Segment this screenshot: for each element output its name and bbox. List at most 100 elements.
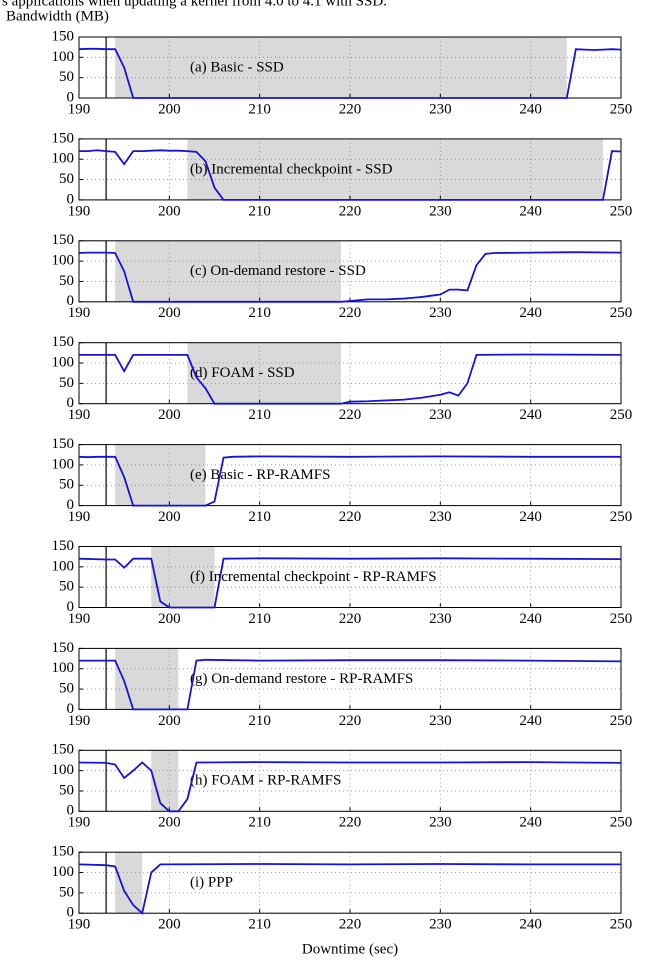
shaded-region: [115, 648, 179, 710]
x-tick-label: 240: [519, 509, 542, 525]
y-tick-label: 100: [52, 456, 75, 472]
x-tick-label: 250: [610, 917, 633, 933]
x-tick-label: 210: [248, 509, 271, 525]
x-tick-label: 240: [519, 917, 542, 933]
x-tick-label: 230: [429, 407, 452, 423]
x-tick-label: 210: [248, 305, 271, 321]
x-tick-label: 210: [248, 611, 271, 627]
data-line: [78, 863, 621, 915]
y-tick-label: 100: [52, 558, 75, 574]
y-tick-label: 0: [67, 905, 75, 921]
x-tick-label: 200: [158, 917, 181, 933]
y-tick-label: 100: [52, 354, 75, 370]
x-tick-label: 220: [339, 305, 362, 321]
x-tick-label: 230: [429, 101, 452, 117]
x-tick-label: 200: [158, 203, 181, 219]
x-tick-label: 240: [519, 305, 542, 321]
y-tick-label: 0: [67, 701, 75, 717]
plot-frame: [78, 749, 622, 812]
x-tick-label: 200: [158, 101, 181, 117]
y-tick-label: 150: [52, 232, 75, 248]
x-tick-label: 210: [248, 407, 271, 423]
x-tick-label: 200: [158, 713, 181, 729]
x-tick-label: 240: [519, 203, 542, 219]
y-tick-label: 0: [67, 497, 75, 513]
y-tick-label: 150: [52, 844, 75, 860]
x-tick-label: 220: [339, 101, 362, 117]
data-line: [78, 47, 622, 99]
plot-frame: [78, 342, 622, 405]
x-tick-label: 250: [610, 713, 633, 729]
y-tick-label: 100: [52, 864, 75, 880]
shaded-region: [115, 37, 567, 98]
y-tick-label: 0: [67, 191, 75, 207]
x-tick-label: 190: [68, 407, 91, 423]
y-tick-label: 50: [59, 375, 74, 391]
shaded-region: [115, 852, 143, 914]
x-tick-label: 190: [68, 101, 91, 117]
x-tick-label: 230: [429, 713, 452, 729]
data-line: [78, 251, 622, 303]
x-axis-label: Downtime (sec): [302, 941, 398, 957]
x-tick-label: 230: [429, 611, 452, 627]
x-tick-label: 190: [68, 917, 91, 933]
plot-frame: [78, 444, 622, 507]
panel-label: (b) Incremental checkpoint - SSD: [190, 161, 393, 177]
x-tick-label: 190: [68, 815, 91, 831]
y-tick-label: 50: [59, 477, 74, 493]
y-tick-label: 50: [59, 69, 74, 85]
y-tick-label: 0: [67, 803, 75, 819]
data-line: [78, 761, 622, 813]
x-tick-label: 250: [610, 203, 633, 219]
data-line: [79, 149, 622, 201]
y-tick-label: 150: [52, 640, 75, 656]
panel-label: (e) Basic - RP-RAMFS: [190, 467, 330, 483]
plot-frame: [78, 546, 622, 608]
y-tick-label: 150: [52, 436, 75, 452]
y-tick-label: 100: [52, 762, 75, 778]
y-tick-label: 150: [52, 742, 75, 758]
caption: s applications when updating a kernel fr…: [2, 0, 387, 9]
data-line: [78, 557, 622, 609]
x-tick-label: 210: [248, 815, 271, 831]
data-line: [79, 658, 622, 711]
shaded-region: [151, 546, 215, 608]
panel-label: (f) Incremental checkpoint - RP-RAMFS: [190, 569, 437, 585]
y-tick-label: 100: [52, 151, 75, 167]
x-tick-label: 200: [158, 815, 181, 831]
y-tick-label: 150: [52, 130, 75, 146]
shaded-region: [151, 750, 179, 812]
plot-frame: [78, 647, 622, 710]
y-tick-label: 150: [52, 334, 75, 350]
x-tick-label: 250: [610, 407, 633, 423]
x-tick-label: 220: [339, 509, 362, 525]
x-tick-label: 220: [339, 713, 362, 729]
plot-frame: [78, 851, 622, 914]
x-tick-label: 230: [429, 917, 452, 933]
x-tick-label: 190: [68, 203, 91, 219]
y-tick-label: 50: [59, 681, 74, 697]
data-line: [78, 455, 621, 507]
y-tick-label: 0: [67, 599, 75, 615]
y-tick-label: 0: [67, 293, 75, 309]
panel-label: (c) On-demand restore - SSD: [190, 263, 366, 279]
x-tick-label: 220: [339, 203, 362, 219]
x-tick-label: 230: [429, 815, 452, 831]
y-tick-label: 0: [67, 395, 75, 411]
shaded-region: [187, 138, 603, 200]
x-tick-label: 190: [68, 611, 91, 627]
panel-label: (h) FOAM - RP-RAMFS: [190, 773, 341, 789]
x-tick-label: 210: [248, 203, 271, 219]
x-tick-label: 250: [610, 509, 633, 525]
y-tick-label: 50: [59, 171, 74, 187]
x-tick-label: 250: [610, 101, 633, 117]
y-tick-label: 50: [59, 273, 74, 289]
y-tick-label: 0: [67, 89, 75, 105]
x-tick-label: 210: [248, 101, 271, 117]
x-tick-label: 220: [339, 917, 362, 933]
x-tick-label: 200: [158, 305, 181, 321]
x-tick-label: 230: [429, 203, 452, 219]
x-tick-label: 240: [519, 611, 542, 627]
